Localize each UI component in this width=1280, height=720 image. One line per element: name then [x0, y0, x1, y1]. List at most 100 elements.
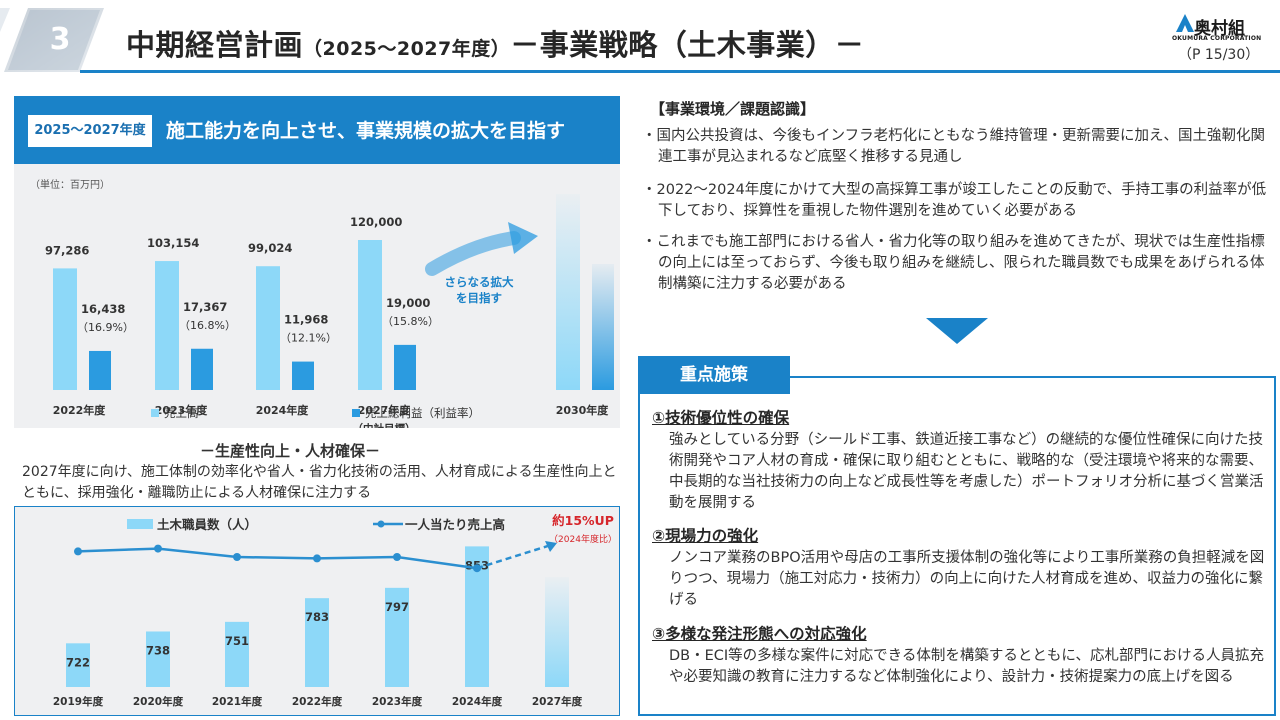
staff-value-label: 783	[305, 610, 329, 624]
logo-mark-icon	[1176, 14, 1194, 32]
sales-value-label: 99,024	[248, 241, 292, 255]
environment-item: ・2022～2024年度にかけて大型の高採算工事が竣工したことの反動で、手持工事…	[642, 182, 1267, 219]
per-capita-line	[77, 547, 478, 570]
per-capita-point	[473, 564, 481, 573]
profit-value-label: 19,000	[386, 296, 430, 310]
growth-annotation-sub: （2024年度比）	[549, 533, 617, 545]
category-label: 2027年度	[358, 403, 412, 417]
legend-swatch-profit	[352, 409, 360, 417]
forecast-arrow-icon	[545, 541, 557, 552]
category-label: 2019年度	[53, 695, 104, 708]
measure-heading: ①技術優位性の確保	[652, 409, 790, 427]
legend-swatch-sales	[151, 409, 159, 417]
plan-banner: 2025～2027年度 施工能力を向上させ、事業規模の拡大を目指す	[14, 96, 620, 164]
environment-title: 【事業環境／課題認識】	[650, 100, 816, 118]
staff-value-label: 738	[146, 643, 170, 657]
sales-value-label: 103,154	[147, 236, 199, 250]
category-label: 2023年度	[372, 695, 423, 708]
growth-arrow-icon	[425, 231, 521, 276]
staff-value-label: 722	[66, 655, 90, 669]
environment-item: ・国内公共投資は、今後もインフラ老朽化にともなう維持管理・更新需要に加え、国土強…	[642, 128, 1266, 165]
category-label: 2022年度	[53, 403, 107, 417]
staff-bar	[146, 631, 170, 687]
logo-text-en: OKUMURA CORPORATION	[1172, 35, 1262, 42]
profit-bar	[394, 344, 416, 390]
title-rest: －事業戦略（土木事業）－	[510, 28, 865, 62]
staff-bar	[305, 598, 329, 687]
legend-label: 一人当たり売上高	[405, 517, 505, 532]
sales-bar	[358, 240, 382, 390]
sales-bar	[256, 266, 280, 390]
measure-text: DB・ECI等の多様な案件に対応できる体制を構築するとともに、応札部門における人…	[669, 648, 1264, 685]
productivity-description: 2027年度に向け、施工体制の効率化や省人・省力化技術の活用、人材育成による生産…	[22, 464, 617, 501]
category-label: 2021年度	[212, 695, 263, 708]
profit-value-label: 11,968	[284, 313, 328, 327]
staff-bar	[225, 621, 249, 687]
profit-bar	[191, 348, 213, 390]
page-number: （P 15/30）	[1178, 47, 1260, 63]
key-measures-tab: 重点施策	[638, 356, 790, 394]
per-capita-point	[74, 547, 82, 556]
category-note: （中計目標）	[353, 422, 416, 428]
staff-bar-line-chart: 722 2019年度 738 2020年度 751 2021年度 783 2022年度 797 2…	[53, 513, 617, 708]
arrow-caption: さらなる拡大	[445, 275, 514, 289]
sales-bar	[155, 261, 179, 390]
legend-line-point	[377, 520, 385, 528]
per-capita-point	[233, 553, 241, 561]
profit-value-label: 17,367	[183, 300, 227, 314]
growth-annotation: 約15%UP	[552, 513, 614, 528]
title-main: 中期経営計画	[126, 28, 304, 62]
category-label: 2023年度	[155, 403, 209, 417]
section-number: 3	[49, 22, 71, 57]
measure-heading: ②現場力の強化	[652, 527, 759, 545]
plan-headline: 施工能力を向上させ、事業規模の拡大を目指す	[166, 120, 566, 142]
environment-item: ・これまでも施工部門における省人・省力化等の取り組みを進めてきたが、現状では生産…	[642, 234, 1265, 292]
sales-bar-future	[556, 194, 580, 390]
key-measures-box	[638, 376, 1276, 716]
per-capita-point	[154, 544, 162, 553]
category-label: 2024年度	[256, 403, 310, 417]
sales-value-label: 97,286	[45, 243, 89, 257]
measure-text: ノンコア業務のBPO活用や母店の工事所支援体制の強化等により工事所業務の負担軽減…	[669, 550, 1265, 608]
section-number-badge	[0, 8, 104, 72]
slide-header: 3 中期経営計画（2025～2027年度）－事業戦略（土木事業）－ 奥村組 OK…	[0, 0, 1280, 76]
profit-bar-future	[592, 264, 614, 390]
profit-value-label: 16,438	[81, 302, 125, 316]
category-label: 2022年度	[292, 695, 343, 708]
growth-arrow-head	[508, 222, 538, 254]
legend-label: 売上高	[164, 406, 199, 420]
legend-label: 土木職員数（人）	[157, 517, 257, 532]
down-arrow-icon	[926, 318, 988, 344]
per-capita-point	[313, 554, 321, 563]
title-sub: （2025～2027年度）	[303, 38, 511, 60]
per-capita-forecast-line	[476, 543, 552, 570]
legend-label: 売上総利益（利益率）	[365, 406, 480, 420]
profit-rate-label: （12.1%）	[280, 332, 337, 345]
sales-bar	[53, 268, 77, 390]
plan-period-label: 2025～2027年度	[28, 115, 152, 147]
sales-bar-chart: 97,286 16,438 （16.9%） 2022年度 103,154 17,367 （1…	[45, 194, 614, 428]
sales-plan-panel: 2025～2027年度 施工能力を向上させ、事業規模の拡大を目指す （単位：百万…	[14, 96, 620, 428]
staff-bar	[385, 587, 409, 687]
logo-text: 奥村組	[1194, 19, 1245, 39]
staff-value-label: 797	[385, 600, 409, 614]
category-label: 2020年度	[133, 695, 184, 708]
category-label: 2030年度	[556, 403, 610, 417]
measure-heading: ③多様な発注形態への対応強化	[652, 625, 867, 643]
profit-rate-label: （15.8%）	[382, 315, 439, 328]
profit-rate-label: （16.8%）	[179, 319, 236, 332]
per-capita-point	[393, 553, 401, 561]
profit-rate-label: （16.9%）	[77, 321, 134, 334]
measure-text: 強みとしている分野（シールド工事、鉄道近接工事など）の継続的な優位性確保に向けた…	[669, 432, 1264, 511]
legend-swatch-staff	[127, 519, 153, 529]
category-label: 2024年度	[452, 695, 503, 708]
unit-label: （単位：百万円）	[30, 180, 110, 191]
staff-bar	[66, 643, 90, 687]
staff-value-label: 751	[225, 634, 249, 648]
header-rule	[80, 70, 1280, 73]
page-title: 中期経営計画（2025～2027年度）－事業戦略（土木事業）－	[126, 22, 864, 64]
productivity-title: －生産性向上・人材確保－	[200, 442, 381, 460]
staff-chart-frame: 722 2019年度 738 2020年度 751 2021年度 783 2022年度 797 2…	[14, 506, 620, 716]
staff-bar-future	[545, 577, 569, 687]
arrow-caption: を目指す	[456, 291, 502, 305]
